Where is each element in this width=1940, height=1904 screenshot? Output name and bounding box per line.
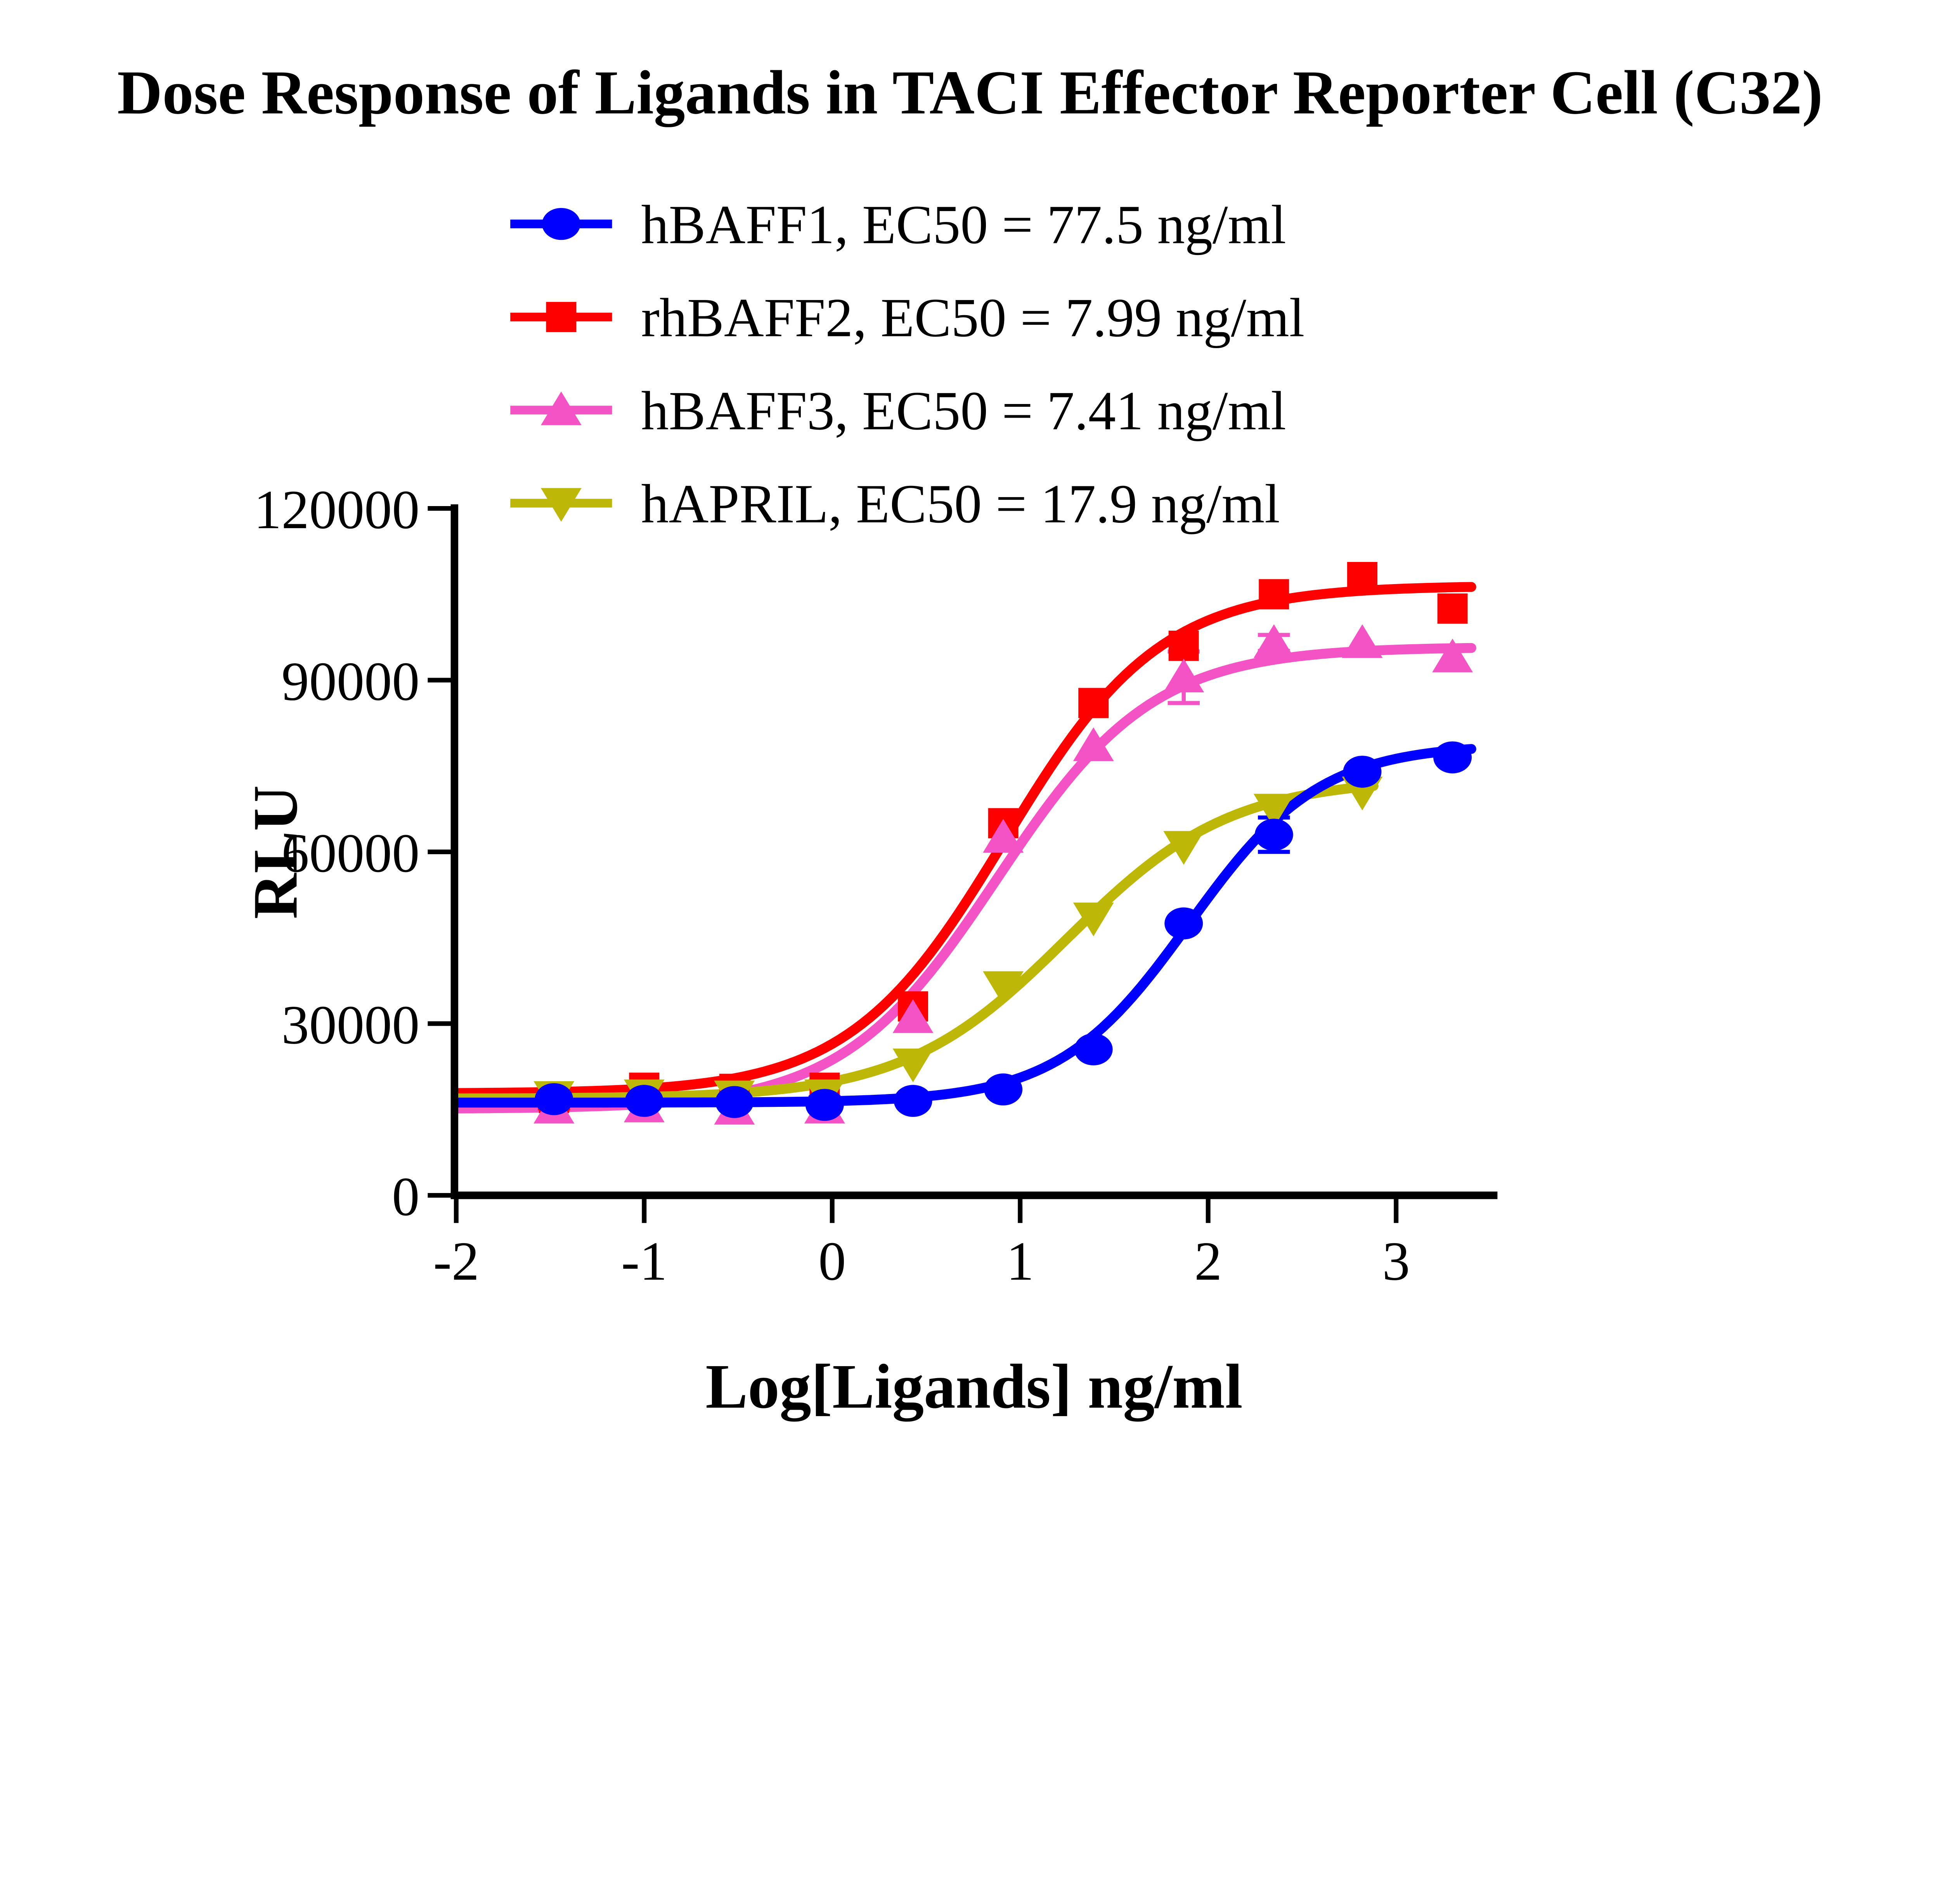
data-point-rhBAFF2 <box>1347 562 1378 592</box>
legend-item-hAPRIL: hAPRIL, EC50 = 17.9 ng/ml <box>510 473 1280 534</box>
data-point-rhBAFF2 <box>1437 593 1468 624</box>
error-bars <box>538 633 1290 1122</box>
fitted-curves <box>451 582 1476 1113</box>
legend-item-rhBAFF2: rhBAFF2, EC50 = 7.99 ng/ml <box>510 287 1304 348</box>
data-point-hBAFF1 <box>625 1085 663 1117</box>
data-point-hAPRIL <box>983 971 1024 1005</box>
data-point-hBAFF3 <box>892 999 934 1033</box>
dose-response-figure: Dose Response of Ligands in TACI Effecto… <box>117 57 1823 1422</box>
legend-marker-circle-icon <box>542 208 580 240</box>
legend-label: hBAFF3, EC50 = 7.41 ng/ml <box>641 380 1286 441</box>
dose-response-chart: Dose Response of Ligands in TACI Effecto… <box>117 57 1823 1422</box>
x-tick-label: -1 <box>621 1230 667 1292</box>
y-tick-label: 30000 <box>281 994 419 1055</box>
data-point-hBAFF1 <box>715 1086 754 1118</box>
data-point-hBAFF3 <box>1342 624 1383 658</box>
y-axis-title: RLU <box>240 785 310 919</box>
data-point-hBAFF1 <box>1343 756 1382 788</box>
data-point-hBAFF3 <box>1432 638 1473 673</box>
x-tick-label: 0 <box>818 1230 846 1292</box>
y-tick-label: 120000 <box>254 479 419 540</box>
legend-item-hBAFF1: hBAFF1, EC50 = 77.5 ng/ml <box>510 194 1286 255</box>
axes: 0 30000 60000 90000 120000 -2 -1 0 1 2 3 <box>254 479 1498 1292</box>
chart-title: Dose Response of Ligands in TACI Effecto… <box>117 57 1823 127</box>
series-curve-rhBAFF2 <box>451 582 1476 1098</box>
data-point-hBAFF1 <box>894 1085 932 1117</box>
legend-item-hBAFF3: hBAFF3, EC50 = 7.41 ng/ml <box>510 380 1286 441</box>
data-point-hBAFF1 <box>1433 741 1472 773</box>
data-point-hAPRIL <box>1253 794 1294 828</box>
x-axis-title: Log[Ligands] ng/ml <box>705 1351 1242 1422</box>
x-tick-label: 2 <box>1194 1230 1222 1292</box>
y-tick-label: 60000 <box>281 822 419 884</box>
data-point-hBAFF3 <box>983 819 1024 853</box>
data-point-hBAFF1 <box>535 1083 573 1115</box>
legend: hBAFF1, EC50 = 77.5 ng/ml rhBAFF2, EC50 =… <box>510 194 1304 534</box>
x-tick-label: 1 <box>1006 1230 1034 1292</box>
data-point-hAPRIL <box>1163 831 1204 865</box>
x-tick-label: 3 <box>1382 1230 1410 1292</box>
data-point-rhBAFF2 <box>1078 688 1109 718</box>
data-point-rhBAFF2 <box>1168 630 1199 661</box>
x-tick-label: -2 <box>433 1230 480 1292</box>
data-point-hBAFF1 <box>1164 907 1203 940</box>
data-point-hBAFF1 <box>984 1073 1023 1106</box>
data-point-hAPRIL <box>892 1048 934 1082</box>
data-point-hBAFF1 <box>1254 818 1293 851</box>
series-curve-hBAFF3 <box>451 643 1476 1113</box>
legend-marker-triangle-up-icon <box>540 391 582 425</box>
data-point-hBAFF1 <box>805 1089 844 1121</box>
legend-marker-square-icon <box>546 302 577 332</box>
data-points <box>534 562 1473 1125</box>
data-point-hBAFF3 <box>1253 624 1294 658</box>
legend-label: rhBAFF2, EC50 = 7.99 ng/ml <box>641 287 1304 348</box>
data-point-hAPRIL <box>1073 902 1114 936</box>
legend-marker-triangle-down-icon <box>540 488 582 522</box>
data-point-hBAFF1 <box>1074 1033 1113 1066</box>
data-point-rhBAFF2 <box>1259 579 1289 610</box>
y-tick-label: 90000 <box>281 650 419 712</box>
data-point-hBAFF3 <box>1163 659 1204 693</box>
legend-label: hAPRIL, EC50 = 17.9 ng/ml <box>641 473 1280 534</box>
data-point-hBAFF3 <box>1073 727 1114 761</box>
y-tick-label: 0 <box>392 1166 419 1227</box>
legend-label: hBAFF1, EC50 = 77.5 ng/ml <box>641 194 1286 255</box>
